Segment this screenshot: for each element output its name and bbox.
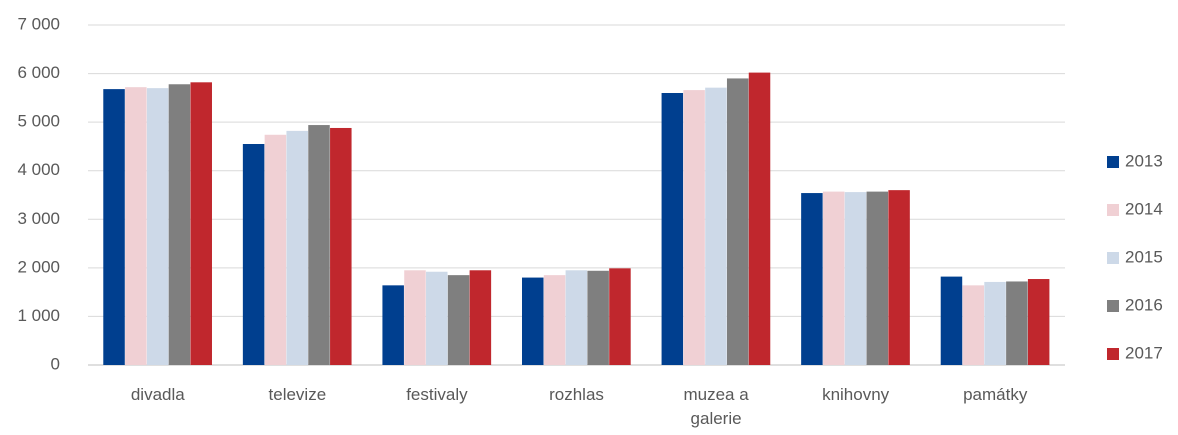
bar bbox=[844, 192, 867, 365]
bar bbox=[382, 285, 404, 365]
bar bbox=[822, 191, 845, 365]
legend-swatch bbox=[1107, 252, 1119, 264]
bar bbox=[190, 82, 212, 366]
y-tick-label: 7 000 bbox=[17, 14, 60, 33]
bar bbox=[661, 93, 684, 365]
y-tick-label: 3 000 bbox=[17, 209, 60, 228]
x-tick-label: knihovny bbox=[822, 385, 890, 404]
x-tick-label: festivaly bbox=[406, 385, 468, 404]
y-tick-label: 6 000 bbox=[17, 63, 60, 82]
bar bbox=[125, 87, 147, 366]
bar bbox=[404, 270, 426, 365]
bar bbox=[726, 78, 749, 365]
bar bbox=[168, 84, 191, 365]
bar bbox=[264, 134, 287, 365]
bar bbox=[543, 275, 566, 365]
bar bbox=[609, 268, 631, 365]
y-tick-label: 5 000 bbox=[17, 112, 60, 131]
bar bbox=[469, 270, 492, 365]
x-tick-label: divadla bbox=[130, 385, 185, 404]
bar bbox=[1006, 281, 1028, 365]
y-tick-label: 0 bbox=[51, 354, 60, 373]
legend-label: 2015 bbox=[1125, 247, 1163, 266]
bar bbox=[705, 87, 727, 366]
legend-label: 2016 bbox=[1125, 295, 1163, 314]
bar bbox=[984, 281, 1006, 365]
bar bbox=[683, 90, 705, 365]
legend-label: 2017 bbox=[1125, 343, 1163, 362]
bar bbox=[866, 191, 889, 365]
legend-swatch bbox=[1107, 204, 1119, 216]
bar bbox=[146, 88, 169, 366]
y-tick-label: 1 000 bbox=[17, 306, 60, 325]
bar bbox=[286, 130, 308, 365]
bar bbox=[888, 190, 910, 365]
x-tick-label: památky bbox=[963, 385, 1028, 404]
bar bbox=[447, 275, 470, 365]
bar bbox=[330, 127, 352, 365]
bar bbox=[242, 144, 265, 365]
legend-label: 2013 bbox=[1125, 151, 1163, 170]
bar bbox=[308, 125, 330, 365]
bar bbox=[426, 271, 448, 365]
y-tick-label: 4 000 bbox=[17, 160, 60, 179]
x-tick-label: rozhlas bbox=[549, 385, 604, 404]
bar bbox=[801, 193, 823, 365]
bar bbox=[940, 276, 963, 365]
bar bbox=[587, 270, 609, 365]
bar bbox=[565, 270, 588, 365]
legend-swatch bbox=[1107, 348, 1119, 360]
bar bbox=[103, 89, 125, 365]
bar bbox=[748, 72, 771, 365]
x-tick-label: televize bbox=[268, 385, 327, 404]
bar bbox=[1027, 279, 1050, 365]
legend-swatch bbox=[1107, 156, 1119, 168]
bar bbox=[962, 285, 985, 365]
legend-label: 2014 bbox=[1125, 199, 1163, 218]
x-tick-label: muzea a galerie bbox=[683, 385, 749, 428]
bar bbox=[522, 277, 544, 365]
legend-swatch bbox=[1107, 300, 1119, 312]
y-tick-label: 2 000 bbox=[17, 257, 60, 276]
